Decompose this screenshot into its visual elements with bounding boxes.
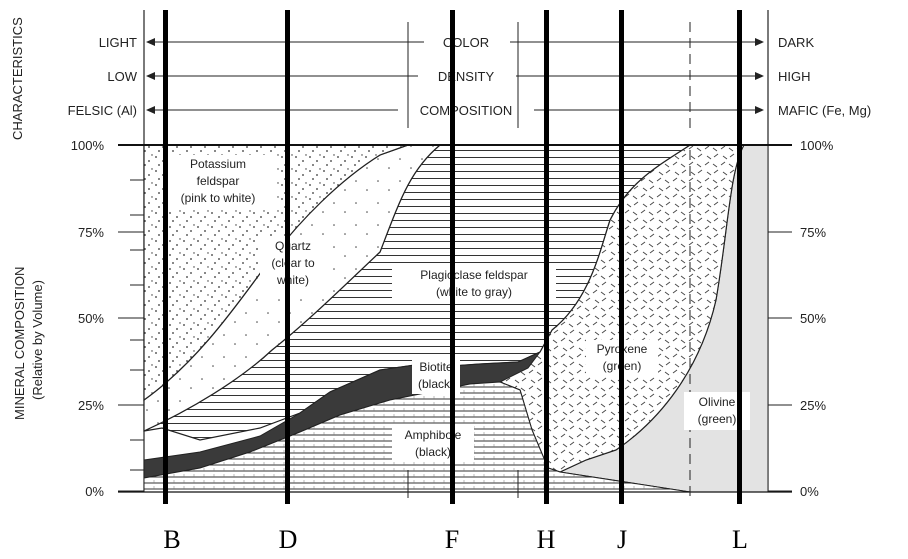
- column-letters: B D F H J L: [163, 525, 748, 554]
- high-label: HIGH: [778, 69, 811, 84]
- composition-row: FELSIC (Al) COMPOSITION MAFIC (Fe, Mg): [68, 102, 871, 118]
- svg-text:(black): (black): [418, 377, 454, 391]
- right-tick-100: 100%: [800, 138, 834, 153]
- column-bar-j: [619, 10, 624, 504]
- svg-text:Quartz: Quartz: [275, 239, 311, 253]
- column-bar-l: [737, 10, 742, 504]
- right-tick-25: 25%: [800, 398, 826, 413]
- density-label: DENSITY: [438, 69, 495, 84]
- dark-label: DARK: [778, 35, 814, 50]
- column-label-l: L: [732, 525, 748, 554]
- svg-text:(white to gray): (white to gray): [436, 285, 512, 299]
- color-row: LIGHT COLOR DARK: [99, 34, 814, 50]
- svg-text:white): white): [276, 273, 309, 287]
- column-bar-h: [544, 10, 549, 504]
- felsic-label: FELSIC (Al): [68, 103, 137, 118]
- composition-label: COMPOSITION: [420, 103, 512, 118]
- column-label-d: D: [279, 525, 298, 554]
- low-label: LOW: [107, 69, 137, 84]
- quartz-label: Quartz (clear to white): [260, 238, 326, 292]
- column-bar-f: [450, 10, 455, 504]
- y-axis: MINERAL COMPOSITION (Relative by Volume)…: [12, 138, 834, 499]
- mafic-label: MAFIC (Fe, Mg): [778, 103, 871, 118]
- density-row: LOW DENSITY HIGH: [107, 68, 811, 84]
- svg-text:Potassium: Potassium: [190, 157, 246, 171]
- left-tick-50: 50%: [78, 311, 104, 326]
- svg-text:(green): (green): [698, 412, 737, 426]
- column-label-j: J: [617, 525, 627, 554]
- amphibole-label: Amphibole (black): [392, 426, 474, 462]
- left-tick-25: 25%: [78, 398, 104, 413]
- plagioclase-feldspar-label: Plagioclase feldspar (white to gray): [392, 265, 556, 303]
- right-tick-50: 50%: [800, 311, 826, 326]
- y-axis-label-line1: MINERAL COMPOSITION: [12, 267, 27, 420]
- left-tick-100: 100%: [71, 138, 105, 153]
- column-bar-d: [285, 10, 290, 504]
- svg-text:Olivine: Olivine: [699, 395, 736, 409]
- characteristics-side-label: CHARACTERISTICS: [10, 17, 25, 140]
- column-bar-b: [163, 10, 168, 504]
- light-label: LIGHT: [99, 35, 137, 50]
- column-label-b: B: [163, 525, 180, 554]
- right-tick-75: 75%: [800, 225, 826, 240]
- left-tick-0: 0%: [85, 484, 104, 499]
- column-label-f: F: [445, 525, 459, 554]
- svg-text:(black): (black): [415, 445, 451, 459]
- svg-text:Plagioclase feldspar: Plagioclase feldspar: [420, 268, 527, 282]
- svg-text:Amphibole: Amphibole: [405, 428, 462, 442]
- mineral-labels: Potassium feldspar (pink to white) Quart…: [166, 155, 750, 462]
- potassium-feldspar-label: Potassium feldspar (pink to white): [166, 155, 276, 209]
- left-tick-75: 75%: [78, 225, 104, 240]
- column-label-h: H: [537, 525, 556, 554]
- svg-text:(pink to white): (pink to white): [181, 191, 256, 205]
- right-tick-0: 0%: [800, 484, 819, 499]
- y-axis-label-line2: (Relative by Volume): [30, 280, 45, 400]
- svg-text:feldspar: feldspar: [197, 174, 240, 188]
- svg-text:(clear to: (clear to: [271, 256, 315, 270]
- column-bars: [163, 10, 742, 504]
- svg-text:Biotite: Biotite: [419, 360, 453, 374]
- color-label: COLOR: [443, 35, 489, 50]
